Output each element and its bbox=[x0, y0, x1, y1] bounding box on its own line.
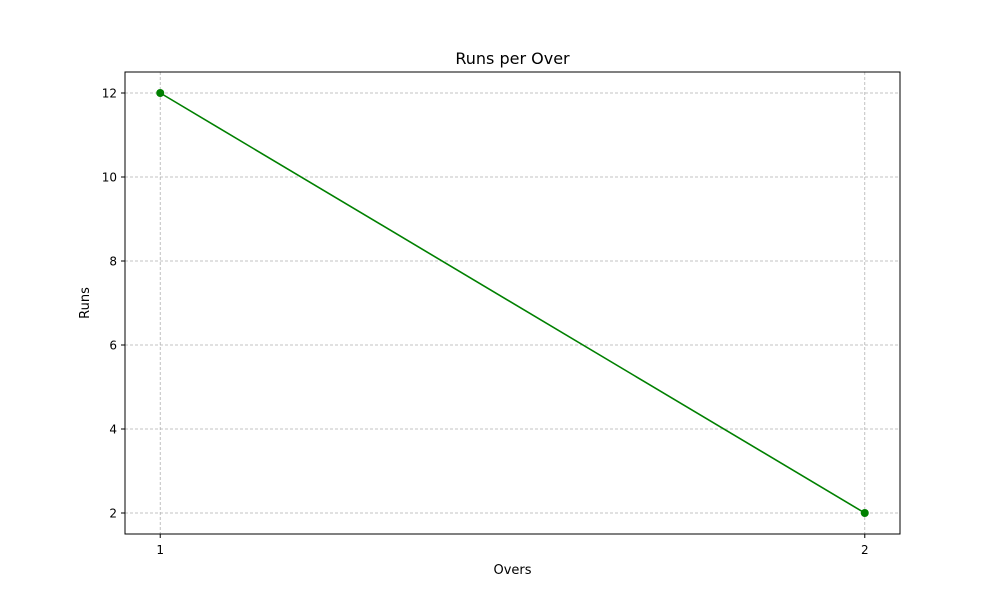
y-tick-label: 6 bbox=[109, 339, 117, 353]
data-point bbox=[156, 89, 165, 97]
grid-layer bbox=[125, 72, 900, 534]
x-tick-label: 1 bbox=[156, 543, 164, 557]
y-tick-label: 8 bbox=[109, 255, 117, 269]
y-tick-label: 10 bbox=[102, 171, 117, 185]
y-tick-label: 2 bbox=[109, 507, 117, 521]
series-layer bbox=[156, 89, 869, 517]
x-axis-label: Overs bbox=[493, 563, 531, 578]
x-tick-label: 2 bbox=[861, 543, 869, 557]
data-point bbox=[860, 509, 869, 517]
y-tick-label: 12 bbox=[102, 87, 117, 101]
y-tick-label: 4 bbox=[109, 423, 117, 437]
plot-frame bbox=[124, 71, 901, 535]
y-axis-label: Runs bbox=[78, 287, 93, 319]
series-line bbox=[159, 92, 866, 514]
chart-title: Runs per Over bbox=[455, 49, 570, 68]
